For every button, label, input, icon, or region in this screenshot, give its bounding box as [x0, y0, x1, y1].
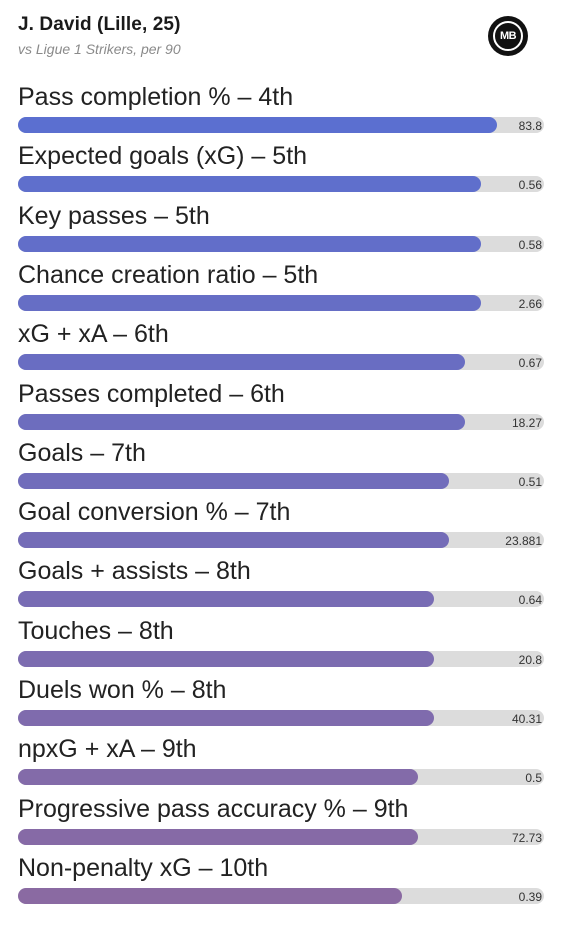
bar-value-label: 0.67 — [518, 356, 542, 371]
bar-fill — [18, 532, 449, 549]
metric-label: Touches – 8th — [18, 616, 174, 645]
bar-value-label: 40.31 — [511, 712, 542, 726]
bar-fill — [18, 294, 481, 311]
metric-label: Pass completion % – 4th — [18, 83, 294, 111]
metric-row: Goal conversion % – 7th 23.881 — [18, 497, 546, 553]
metric-label: Goals + assists – 8th — [18, 557, 251, 586]
metric-label: Goal conversion % – 7th — [18, 498, 291, 527]
bar-value-label: 72.73 — [511, 830, 542, 845]
bar-track: 2.66 — [18, 294, 544, 311]
bar-value-label: 2.66 — [518, 296, 542, 311]
metric-label: Expected goals (xG) – 5th — [18, 142, 308, 171]
metric-row: Non-penalty xG – 10th 0.39 — [18, 853, 546, 909]
bar-track: 40.31 — [18, 710, 544, 726]
bar-value-label: 23.881 — [505, 534, 542, 549]
metric-label: npxG + xA – 9th — [18, 735, 197, 764]
metric-row: Expected goals (xG) – 5th 0.56 — [18, 141, 546, 197]
bar-value-label: 0.5 — [525, 771, 542, 786]
bar-value-label: 0.58 — [518, 237, 542, 252]
metric-row: Touches – 8th 20.8 — [18, 616, 546, 672]
bar-value-label: 0.64 — [518, 593, 542, 608]
bar-value-label: 0.51 — [518, 474, 542, 489]
metric-label: Duels won % – 8th — [18, 676, 227, 704]
bar-value-label: 20.8 — [518, 652, 542, 667]
metric-label: Non-penalty xG – 10th — [18, 853, 269, 882]
bar-track: 18.27 — [18, 413, 544, 430]
bar-fill — [18, 887, 402, 904]
brand-logo: MB — [488, 16, 528, 56]
metric-row: Pass completion % – 4th 83.8 — [18, 82, 546, 138]
metric-row: Passes completed – 6th 18.27 — [18, 379, 546, 435]
metric-label: xG + xA – 6th — [18, 320, 169, 349]
bar-track: 0.51 — [18, 472, 544, 489]
brand-logo-mark: MB — [493, 21, 523, 51]
metric-label: Key passes – 5th — [18, 201, 210, 230]
bar-fill — [18, 769, 418, 786]
metric-row: Duels won % – 8th 40.31 — [18, 675, 546, 731]
metric-row: Progressive pass accuracy % – 9th 72.73 — [18, 794, 546, 850]
metric-row: Goals – 7th 0.51 — [18, 438, 546, 494]
bar-track: 0.39 — [18, 887, 544, 904]
bar-value-label: 0.56 — [518, 178, 542, 193]
metric-row: xG + xA – 6th 0.67 — [18, 319, 546, 375]
bar-track: 83.8 — [18, 117, 544, 133]
bar-track: 0.5 — [18, 769, 544, 786]
bar-fill — [18, 235, 481, 252]
metric-row: Chance creation ratio – 5th 2.66 — [18, 260, 546, 316]
bar-fill — [18, 591, 434, 608]
bar-value-label: 0.39 — [518, 889, 542, 904]
bar-fill — [18, 413, 465, 430]
metric-label: Passes completed – 6th — [18, 379, 285, 408]
bar-fill — [18, 176, 481, 193]
bar-track: 0.58 — [18, 235, 544, 252]
bar-fill — [18, 710, 434, 726]
bar-fill — [18, 472, 449, 489]
bar-fill — [18, 117, 497, 133]
metric-label: Chance creation ratio – 5th — [18, 260, 319, 289]
metric-label: Goals – 7th — [18, 438, 146, 467]
bar-track: 20.8 — [18, 650, 544, 667]
bar-track: 23.881 — [18, 532, 544, 549]
bar-track: 0.56 — [18, 176, 544, 193]
bar-track: 0.67 — [18, 354, 544, 371]
bar-fill — [18, 650, 434, 667]
metric-row: npxG + xA – 9th 0.5 — [18, 734, 546, 790]
metric-row: Goals + assists – 8th 0.64 — [18, 556, 546, 612]
bar-fill — [18, 828, 418, 845]
bar-value-label: 18.27 — [511, 415, 542, 430]
bar-track: 0.64 — [18, 591, 544, 608]
metric-label: Progressive pass accuracy % – 9th — [18, 794, 409, 823]
bar-track: 72.73 — [18, 828, 544, 845]
chart-header: J. David (Lille, 25) vs Ligue 1 Strikers… — [18, 14, 550, 70]
metric-row: Key passes – 5th 0.58 — [18, 201, 546, 257]
chart-title: J. David (Lille, 25) — [18, 14, 181, 35]
chart-subtitle: vs Ligue 1 Strikers, per 90 — [18, 41, 181, 57]
bar-fill — [18, 354, 465, 371]
bar-value-label: 83.8 — [518, 119, 542, 133]
